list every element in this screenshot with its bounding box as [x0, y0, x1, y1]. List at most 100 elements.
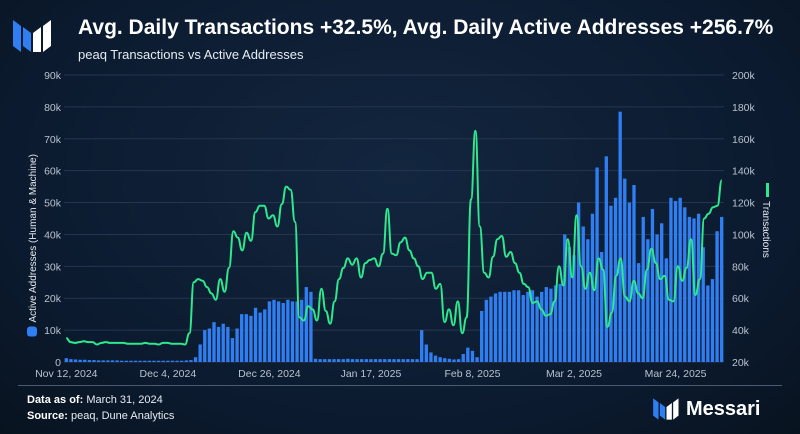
bar [710, 279, 715, 362]
bar [309, 291, 313, 362]
bar [300, 299, 304, 362]
bar [120, 360, 124, 362]
x-tick-label: Feb 8, 2025 [444, 368, 500, 380]
transactions-line [65, 129, 723, 346]
chart-area: 0 10k 20k 30k 40k 50k 60k 70k 80k 90k 20k 40k 60k 80k… [27, 70, 771, 380]
bar [364, 359, 368, 362]
bar [540, 291, 544, 362]
data-as-of: Data as of: March 31, 2024 [27, 394, 163, 406]
bar [480, 310, 484, 362]
bar [512, 290, 516, 362]
bar [175, 360, 179, 362]
bar [558, 283, 562, 362]
bar [664, 258, 668, 362]
y-right-axis-title: Transactions [760, 183, 771, 258]
y-right-tick-label: 20k [732, 357, 750, 369]
bar [203, 330, 207, 362]
y-right-axis-label: Transactions [760, 201, 771, 258]
bar [627, 202, 632, 362]
y-right-tick-label: 80k [732, 261, 750, 273]
bar [323, 359, 327, 362]
bar [69, 359, 73, 362]
bar [341, 359, 345, 362]
y-left-tick-label: 10k [44, 325, 62, 337]
bar [618, 111, 622, 362]
bar [526, 291, 530, 362]
bar [535, 296, 539, 362]
bar [180, 360, 184, 362]
bar [295, 301, 299, 362]
messari-brand-icon [653, 398, 679, 420]
bar [360, 359, 364, 362]
bar [133, 360, 138, 362]
bar [244, 314, 248, 362]
bar [253, 307, 258, 362]
bar [313, 358, 318, 362]
bar [161, 360, 165, 362]
bar [189, 360, 193, 362]
bar [378, 359, 382, 362]
y-left-axis-label: Active Addresses (Human & Machine) [28, 154, 39, 322]
bar [387, 359, 392, 362]
bar [447, 358, 452, 362]
bar [369, 359, 373, 362]
source-line: Source: peaq, Dune Analytics [27, 410, 174, 422]
bar [650, 208, 655, 362]
bar [115, 360, 119, 362]
bar [221, 323, 225, 362]
bar [655, 234, 659, 362]
bar [124, 360, 128, 362]
bar [420, 330, 424, 362]
y-right-tick-label: 40k [732, 325, 750, 337]
bar [632, 185, 636, 362]
chart-title: Avg. Daily Transactions +32.5%, Avg. Dai… [78, 16, 774, 39]
bar [604, 156, 608, 362]
bar [87, 360, 92, 362]
bar [147, 360, 152, 362]
y-left-tick-label: 0 [55, 357, 61, 369]
y-right-tick-label: 120k [732, 198, 756, 210]
bar [286, 299, 290, 362]
bar [641, 216, 645, 362]
bar [212, 322, 216, 362]
source-label: Source: [27, 410, 68, 422]
bar [530, 290, 535, 362]
bar [64, 358, 68, 362]
y-left-tick-label: 60k [44, 166, 62, 178]
bar [669, 197, 673, 362]
bar [544, 287, 548, 362]
bar [646, 239, 650, 362]
bar [549, 288, 553, 362]
bar [636, 263, 641, 362]
y-right-tick-label: 180k [732, 102, 756, 114]
bar [429, 352, 433, 362]
bar [216, 326, 221, 362]
bar [184, 360, 188, 362]
x-tick-label: Jan 17, 2025 [341, 368, 402, 380]
bar [600, 251, 604, 362]
bar [415, 359, 419, 362]
bar [687, 216, 692, 362]
bar [406, 359, 410, 362]
bar [78, 359, 82, 362]
bar [498, 291, 502, 362]
bar [281, 303, 285, 362]
bar [683, 207, 687, 362]
bar [678, 197, 682, 362]
bar [263, 309, 267, 362]
bar [129, 360, 133, 362]
y-right-tick-label: 200k [732, 70, 756, 82]
x-tick-label: Nov 12, 2024 [35, 368, 98, 380]
bar [470, 350, 475, 362]
bar [290, 301, 295, 362]
bar [318, 359, 322, 362]
bar [401, 359, 405, 362]
x-tick-label: Mar 2, 2025 [546, 368, 602, 380]
bar [235, 328, 239, 362]
messari-logo-icon [13, 20, 51, 52]
bar [350, 359, 355, 362]
y-left-tick-label: 40k [44, 229, 62, 241]
bar [106, 360, 110, 362]
bar [701, 247, 705, 362]
y-left-axis-title: Active Addresses (Human & Machine) [27, 154, 39, 337]
